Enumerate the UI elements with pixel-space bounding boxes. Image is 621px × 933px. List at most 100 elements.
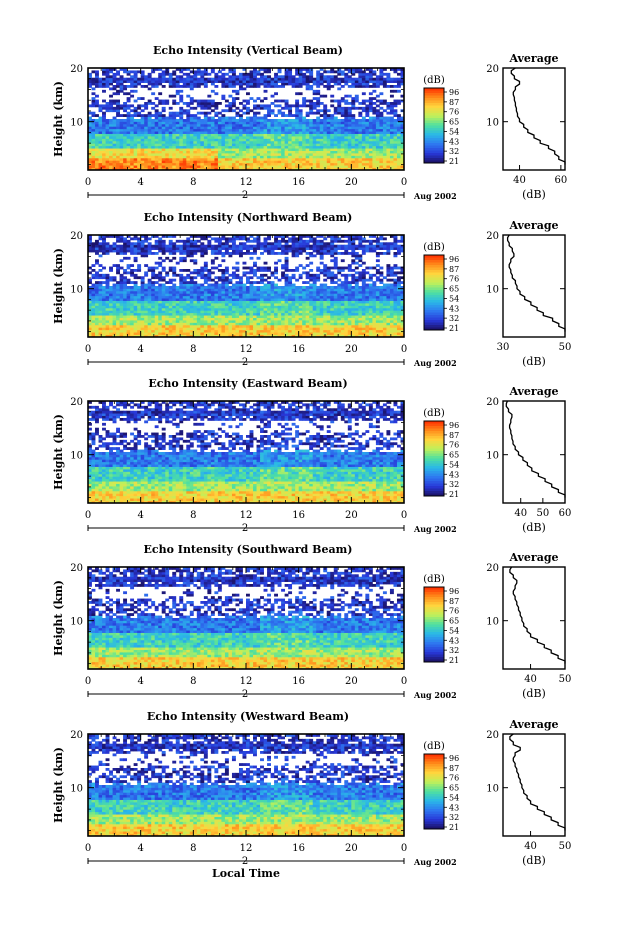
heatmap-cell: [190, 129, 194, 132]
heatmap-cell: [316, 97, 320, 100]
heatmap-cell: [369, 298, 373, 301]
colorbar-tick-label: 43: [449, 137, 459, 146]
heatmap-cell: [271, 129, 275, 132]
heatmap-cell: [165, 327, 169, 330]
heatmap-cell: [267, 318, 271, 321]
heatmap-cell: [218, 117, 222, 120]
heatmap-cell: [253, 148, 257, 151]
heatmap-cell: [204, 288, 208, 291]
heatmap-cell: [211, 138, 215, 141]
heatmap-cell: [193, 322, 197, 325]
heatmap-cell: [221, 138, 225, 141]
heatmap-cell: [235, 90, 239, 93]
heatmap-cell: [316, 73, 320, 76]
heatmap-cell: [214, 286, 218, 289]
heatmap-cell: [242, 112, 246, 115]
heatmap-cell: [99, 288, 103, 291]
heatmap-cell: [120, 318, 124, 321]
heatmap-cell: [176, 146, 180, 149]
heatmap-cell: [292, 163, 296, 166]
heatmap-cell: [148, 112, 152, 115]
heatmap-cell: [327, 330, 331, 333]
heatmap-cell: [320, 126, 324, 129]
heatmap-cell: [197, 73, 201, 76]
heatmap-cell: [260, 313, 264, 316]
heatmap-cell: [281, 291, 285, 294]
heatmap-cell: [274, 124, 278, 127]
heatmap-cell: [106, 315, 110, 318]
heatmap-cell: [341, 153, 345, 156]
heatmap-cell: [327, 134, 331, 137]
heatmap-cell: [92, 298, 96, 301]
heatmap-cell: [386, 146, 390, 149]
heatmap-cell: [99, 313, 103, 316]
heatmap-cell: [162, 160, 166, 163]
heatmap-cell: [225, 158, 229, 161]
heatmap-cell: [179, 322, 183, 325]
heatmap-cell: [239, 85, 243, 88]
heatmap-cell: [123, 293, 127, 296]
heatmap-cell: [246, 143, 250, 146]
heatmap-cell: [106, 301, 110, 304]
heatmap-cell: [134, 332, 138, 335]
heatmap-cell: [334, 112, 338, 115]
heatmap-cell: [106, 155, 110, 158]
heatmap-cell: [330, 320, 334, 323]
heatmap-cell: [116, 100, 120, 103]
heatmap-cell: [390, 298, 394, 301]
heatmap-cell: [390, 330, 394, 333]
heatmap-cell: [116, 83, 120, 86]
heatmap-cell: [130, 95, 134, 98]
heatmap-cell: [225, 330, 229, 333]
heatmap-cell: [264, 291, 268, 294]
heatmap-cell: [358, 80, 362, 83]
heatmap-cell: [218, 296, 222, 299]
heatmap-cell: [250, 117, 254, 120]
heatmap-cell: [320, 327, 324, 330]
heatmap-cell: [211, 330, 215, 333]
heatmap-cell: [320, 78, 324, 81]
heatmap-cell: [299, 80, 303, 83]
heatmap-cell: [250, 146, 254, 149]
heatmap-cell: [92, 284, 96, 287]
heatmap-cell: [183, 291, 187, 294]
heatmap-image: [88, 68, 404, 170]
heatmap-cell: [351, 83, 355, 86]
heatmap-cell: [302, 102, 306, 105]
heatmap-cell: [274, 143, 278, 146]
heatmap-cell: [235, 320, 239, 323]
heatmap-cell: [162, 129, 166, 132]
heatmap-cell: [295, 104, 299, 107]
heatmap-cell: [365, 80, 369, 83]
heatmap-cell: [393, 310, 397, 313]
heatmap-cell: [183, 129, 187, 132]
heatmap-cell: [214, 296, 218, 299]
heatmap-cell: [99, 291, 103, 294]
heatmap-cell: [351, 114, 355, 117]
heatmap-cell: [257, 305, 261, 308]
heatmap-cell: [95, 143, 99, 146]
heatmap-cell: [316, 313, 320, 316]
heatmap-cell: [102, 143, 106, 146]
heatmap-cell: [288, 330, 292, 333]
heatmap-cell: [299, 136, 303, 139]
heatmap-cell: [109, 327, 113, 330]
heatmap-cell: [95, 293, 99, 296]
heatmap-cell: [362, 146, 366, 149]
heatmap-cell: [264, 83, 268, 86]
heatmap-cell: [302, 158, 306, 161]
heatmap-cell: [200, 119, 204, 122]
heatmap-cell: [130, 143, 134, 146]
heatmap-cell: [239, 141, 243, 144]
heatmap-cell: [127, 107, 131, 110]
heatmap-cell: [92, 143, 96, 146]
heatmap-cell: [116, 303, 120, 306]
heatmap-cell: [397, 148, 401, 151]
heatmap-cell: [95, 131, 99, 134]
heatmap-cell: [288, 109, 292, 112]
heatmap-cell: [278, 303, 282, 306]
heatmap-cell: [172, 119, 176, 122]
heatmap-cell: [365, 303, 369, 306]
heatmap-cell: [257, 119, 261, 122]
heatmap-cell: [316, 291, 320, 294]
